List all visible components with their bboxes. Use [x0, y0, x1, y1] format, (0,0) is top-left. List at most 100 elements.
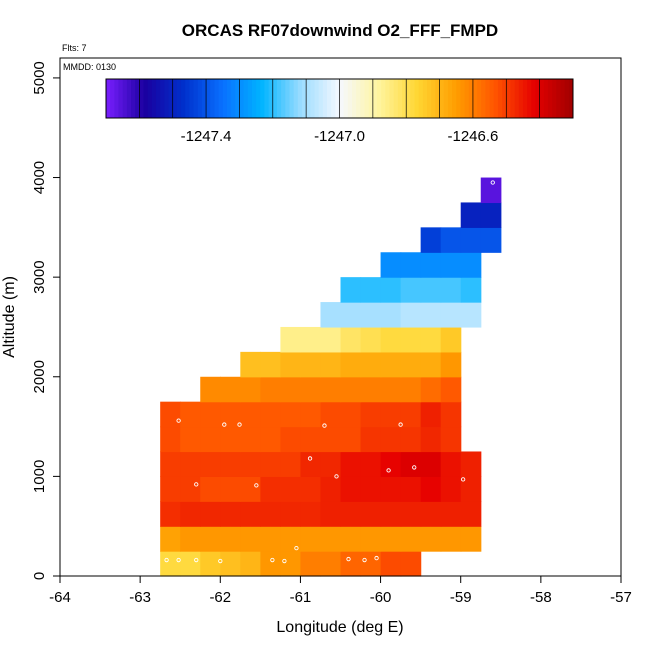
heatmap-cell-r11-c0	[340, 277, 362, 303]
colorbar-swatch-9-6	[431, 79, 436, 118]
colorbar-tick-label-0: -1247.4	[181, 128, 232, 145]
heatmap-cell-r1-c12	[400, 526, 422, 552]
colorbar-swatch-11-3	[485, 79, 491, 118]
colorbar-swatch-1-6	[164, 79, 170, 118]
colorbar-swatch-4-2	[247, 79, 253, 118]
heatmap-cell-r3-c6	[280, 476, 302, 502]
colorbar-swatch-0-7	[135, 79, 140, 118]
heatmap-cell-r9-c6	[400, 326, 422, 353]
colorbar-swatch-7-1	[343, 79, 349, 118]
colorbar-swatch-3-0	[206, 79, 211, 118]
colorbar-swatch-12-2	[514, 79, 520, 118]
colorbar-swatch-10-4	[456, 79, 461, 118]
heatmap-cell-r8-c5	[340, 351, 362, 378]
heatmap-cell-r4-c8	[320, 451, 342, 477]
observation-point-24	[270, 557, 275, 563]
observation-point-22	[194, 557, 199, 563]
observation-point-18	[524, 542, 529, 548]
heatmap-cell-r2-c11	[380, 501, 402, 527]
colorbar-swatch-7-3	[352, 79, 357, 118]
heatmap-cell-r3-c5	[260, 476, 281, 502]
heatmap-cell-r9-c8	[440, 326, 462, 353]
plot-frame	[59, 57, 622, 577]
heatmap-cell-r4-c4	[240, 451, 261, 477]
heatmap-cell-r3-c3	[220, 476, 241, 502]
colorbar-swatch-8-7	[402, 79, 407, 118]
heatmap-cell-r1-c2	[200, 526, 221, 552]
heatmap-cell-r0-c12	[400, 551, 422, 577]
heatmap-cell-r2-c1	[180, 501, 201, 527]
heatmap-cell-r10-c4	[400, 302, 422, 328]
colorbar-swatch-12-3	[518, 79, 524, 118]
y-tick-label-0: 0	[31, 572, 48, 580]
heatmap-cell-r1-c8	[320, 526, 342, 552]
heatmap-cell-r8-c6	[360, 351, 382, 378]
y-tick-label-5: 5000	[31, 61, 48, 94]
heatmap-cell-r2-c8	[320, 501, 342, 527]
colorbar-swatch-2-5	[193, 79, 199, 118]
colorbar-swatch-8-1	[377, 79, 382, 118]
colorbar-swatch-8-3	[385, 79, 391, 118]
heatmap-cells	[160, 177, 502, 577]
colorbar-swatch-7-4	[356, 79, 361, 118]
observation-point-21	[176, 557, 181, 563]
colorbar-swatch-0-6	[131, 79, 136, 118]
colorbar-swatch-4-4	[256, 79, 261, 118]
heatmap-cell-r4-c7	[300, 451, 322, 477]
observation-point-34	[490, 180, 495, 185]
heatmap-cell-r6-c1	[180, 401, 201, 428]
heatmap-cell-r9-c7	[420, 326, 442, 353]
colorbar-swatch-1-4	[156, 79, 161, 118]
colorbar-swatch-7-5	[360, 79, 366, 118]
heatmap-cell-r10-c0	[320, 302, 342, 328]
heatmap-cell-r2-c12	[400, 501, 422, 527]
heatmap-cell-r4-c3	[220, 451, 241, 477]
x-axis-label: Longitude (deg E)	[276, 619, 403, 636]
heatmap-cell-r1-c15	[460, 526, 482, 552]
colorbar-swatch-10-1	[443, 79, 449, 118]
colorbar-swatch-7-7	[368, 79, 374, 118]
heatmap-cell-r11-c2	[380, 277, 402, 303]
colorbar-swatch-13-6	[564, 79, 570, 118]
heatmap-cell-r3-c0	[160, 476, 181, 502]
heatmap-cell-r2-c4	[240, 501, 261, 527]
observation-point-23	[218, 558, 223, 564]
heatmap-cell-r6-c7	[300, 401, 322, 428]
heatmap-cell-r6-c12	[400, 401, 422, 428]
observation-point-15	[154, 511, 159, 516]
heatmap-cell-r7-c1	[220, 376, 241, 403]
heatmap-cell-r10-c3	[380, 302, 402, 328]
heatmap-cell-r7-c6	[320, 376, 342, 403]
heatmap-cell-r10-c6	[440, 302, 462, 328]
colorbar-swatch-5-7	[301, 79, 307, 118]
heatmap-cell-r9-c4	[360, 326, 382, 353]
y-tick-label-3: 3000	[31, 260, 48, 293]
colorbar-swatch-10-6	[464, 79, 470, 118]
colorbar-swatch-8-5	[393, 79, 399, 118]
colorbar-swatch-13-0	[539, 79, 545, 118]
colorbar-swatch-1-5	[160, 79, 165, 118]
heatmap-cell-r5-c10	[360, 426, 382, 453]
colorbar-swatch-4-1	[243, 79, 249, 118]
heatmap-cell-r6-c13	[420, 401, 442, 428]
heatmap-cell-r8-c0	[240, 351, 261, 378]
colorbar-swatch-5-2	[281, 79, 286, 118]
heatmap-cell-r7-c2	[240, 376, 261, 403]
observation-point-7	[486, 455, 491, 460]
x-axis: -64 -63 -62 -61 -60 -59 -58 -57	[49, 576, 632, 606]
y-axis: 0 1000 2000 3000 4000 5000	[31, 61, 60, 580]
heatmap-cell-r7-c3	[260, 376, 281, 403]
colorbar-swatch-3-3	[218, 79, 224, 118]
colorbar-swatch-3-6	[231, 79, 236, 118]
colorbar-swatch-6-4	[322, 79, 328, 118]
heatmap-cell-r3-c11	[380, 476, 402, 502]
heatmap-cell-r11-c4	[420, 277, 442, 303]
colorbar-swatch-5-4	[289, 79, 295, 118]
colorbar-swatch-8-4	[389, 79, 395, 118]
heatmap-cell-r0-c2	[200, 551, 221, 577]
x-tick-label-5: -59	[450, 589, 472, 606]
heatmap-cell-r10-c1	[340, 302, 362, 328]
observation-point-20	[164, 557, 169, 563]
observation-point-16	[500, 543, 505, 549]
